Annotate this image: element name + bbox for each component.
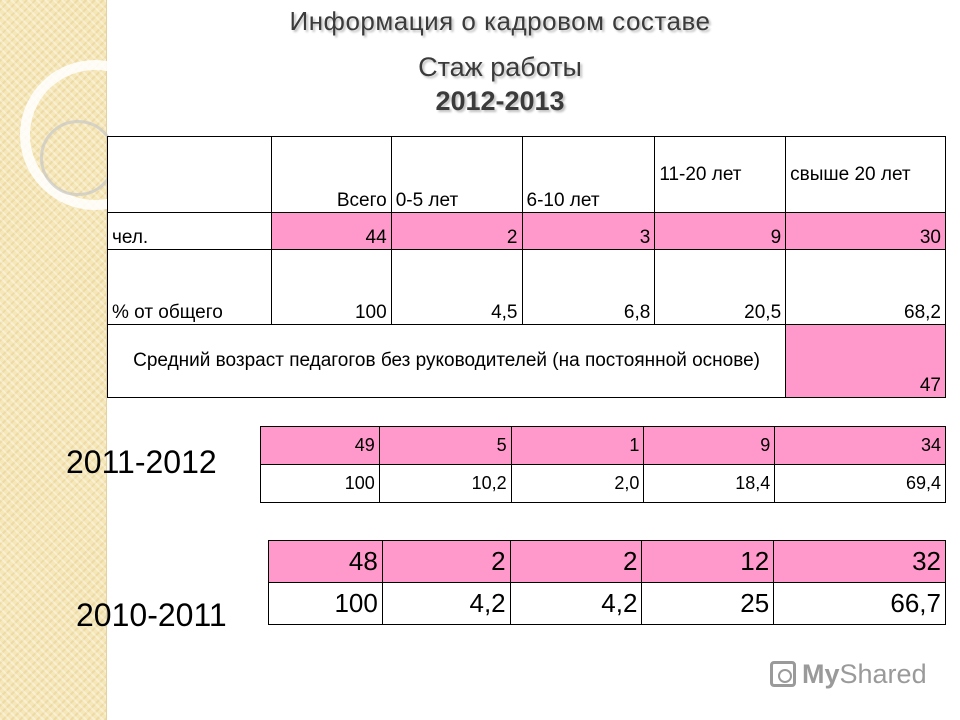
table-row-people: чел. 44 2 3 9 30: [107, 212, 946, 250]
header-cell-11-20: 11-20 лет: [654, 136, 787, 213]
cell-2010-percent-over-20: 66,7: [773, 582, 946, 625]
header-cell-empty: [107, 136, 272, 213]
cell-people-over-20: 30: [785, 212, 946, 250]
cell-percent-11-20: 20,5: [654, 249, 787, 325]
cell-people-6-10: 3: [521, 212, 656, 250]
cell-2011-people-0-5: 5: [378, 426, 512, 465]
cell-2011-people-over-20: 34: [774, 426, 946, 465]
cell-2011-people-total: 49: [260, 426, 380, 465]
cell-2011-percent-over-20: 69,4: [774, 464, 946, 503]
cell-2011-percent-11-20: 18,4: [643, 464, 776, 503]
cell-2011-percent-0-5: 10,2: [378, 464, 512, 503]
cell-2011-percent-total: 100: [260, 464, 380, 503]
table-row-percent: % от общего 100 4,5 6,8 20,5 68,2: [107, 249, 946, 325]
cell-percent-total: 100: [270, 249, 392, 325]
myshared-logo: MyShared: [770, 656, 930, 692]
logo-text: MyShared: [802, 658, 927, 689]
cell-2010-percent-11-20: 25: [641, 582, 775, 625]
table-header-row: Всего 0-5 лет 6-10 лет 11-20 лет свыше 2…: [107, 136, 946, 213]
header-cell-total: Всего: [270, 136, 392, 213]
header-cell-6-10: 6-10 лет: [521, 136, 656, 213]
cell-average-age: 47: [785, 324, 946, 398]
cell-2010-people-0-5: 2: [381, 540, 511, 583]
cell-people-total: 44: [270, 212, 392, 250]
cell-people-11-20: 9: [654, 212, 787, 250]
table-row-percent: 100 10,2 2,0 18,4 69,4: [260, 464, 946, 503]
row-label-average-age: Средний возраст педагогов без руководите…: [106, 324, 787, 398]
cell-2011-people-6-10: 1: [510, 426, 645, 465]
decorative-ring: [20, 60, 170, 210]
cell-2010-people-11-20: 12: [641, 540, 775, 583]
staff-experience-table: Всего 0-5 лет 6-10 лет 11-20 лет свыше 2…: [106, 136, 946, 398]
cell-2010-percent-total: 100: [268, 582, 383, 625]
table-2011-2012: 49 5 1 9 34 100 10,2 2,0 18,4 69,4: [260, 426, 946, 503]
title-line-1: Информация о кадровом составе: [289, 6, 711, 36]
title-year: 2012-2013: [435, 86, 565, 116]
myshared-logo-icon: [770, 661, 796, 687]
table-2010-2011: 48 2 2 12 32 100 4,2 4,2 25 66,7: [268, 540, 946, 625]
cell-2010-people-over-20: 32: [773, 540, 946, 583]
table-row-people: 49 5 1 9 34: [260, 426, 946, 465]
cell-2010-people-total: 48: [268, 540, 383, 583]
table-row-people: 48 2 2 12 32: [268, 540, 946, 583]
row-label-people: чел.: [107, 212, 272, 250]
cell-2010-percent-0-5: 4,2: [381, 582, 511, 625]
cell-percent-0-5: 4,5: [390, 249, 523, 325]
row-label-percent: % от общего: [107, 249, 272, 325]
cell-2010-percent-6-10: 4,2: [509, 582, 643, 625]
cell-2011-percent-6-10: 2,0: [510, 464, 645, 503]
cell-percent-6-10: 6,8: [521, 249, 656, 325]
decorative-sidebar: [0, 0, 170, 720]
cell-percent-over-20: 68,2: [785, 249, 946, 325]
year-label-2010-2011: 2010-2011: [76, 597, 227, 633]
table-row-percent: 100 4,2 4,2 25 66,7: [268, 582, 946, 625]
cell-2010-people-6-10: 2: [509, 540, 643, 583]
header-cell-0-5: 0-5 лет: [390, 136, 523, 213]
title-line-2: Стаж работы: [418, 52, 582, 82]
decorative-ring-small: [40, 120, 116, 196]
table-row-average-age: Средний возраст педагогов без руководите…: [106, 324, 946, 398]
year-label-2011-2012: 2011-2012: [66, 444, 217, 480]
cell-2011-people-11-20: 9: [643, 426, 776, 465]
header-cell-over-20: свыше 20 лет: [785, 136, 946, 213]
cell-people-0-5: 2: [390, 212, 523, 250]
